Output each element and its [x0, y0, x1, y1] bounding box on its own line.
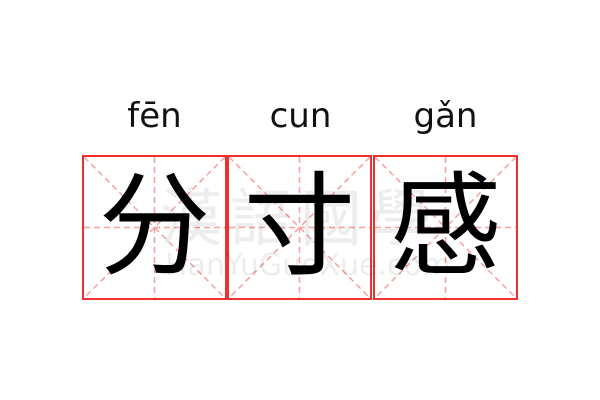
watermark-logo: 漢語國學 [160, 182, 441, 255]
guide-lines [375, 157, 516, 298]
character-grid: 分 寸 感 [82, 155, 518, 300]
character: 感 [389, 162, 502, 292]
character: 寸 [243, 162, 356, 292]
pinyin-2: cun [269, 96, 332, 136]
watermark-site: HanYuGuoXue.com [165, 248, 452, 283]
guide-lines [84, 157, 225, 298]
character-cell: 寸 [227, 155, 372, 300]
guide-lines [229, 157, 370, 298]
pinyin-1: fēn [127, 96, 182, 136]
character: 分 [98, 162, 211, 292]
character-cell: 分 [82, 155, 227, 300]
pinyin-3: gǎn [413, 96, 478, 136]
character-cell: 感 [373, 155, 518, 300]
